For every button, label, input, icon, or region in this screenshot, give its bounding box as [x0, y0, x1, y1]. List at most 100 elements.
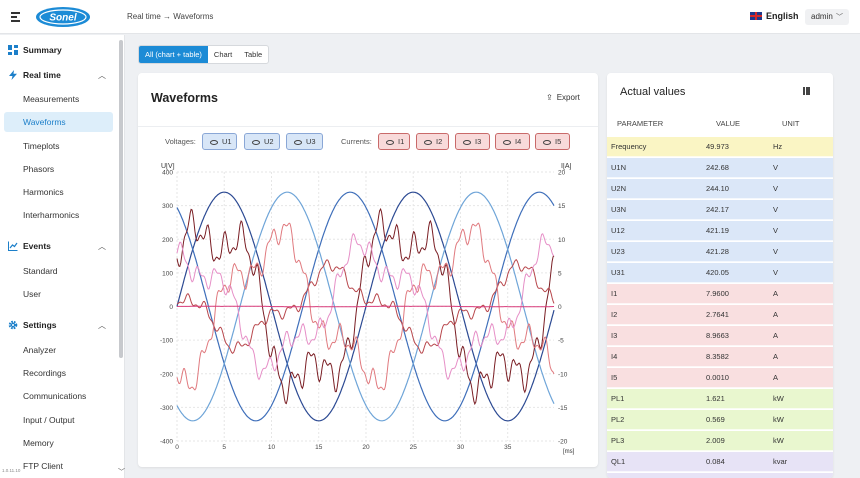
table-row: I1 7.9600 A — [607, 284, 833, 304]
sidebar-item-harmonics[interactable]: Harmonics — [23, 187, 64, 197]
chevron-up-icon[interactable]: ︿ — [98, 241, 106, 251]
cell-value: 7.9600 — [706, 289, 729, 298]
table-row: I5 0.0010 A — [607, 368, 833, 388]
cell-param: I4 — [611, 352, 618, 361]
table-row: I4 8.3582 A — [607, 347, 833, 367]
y-tick-label: 300 — [162, 203, 173, 210]
cell-unit: kW — [773, 436, 784, 445]
sidebar-item-waveforms[interactable]: Waveforms — [4, 112, 113, 132]
cell-unit: kW — [773, 394, 784, 403]
sidebar-item-user[interactable]: User — [23, 289, 41, 299]
chip-u1[interactable]: U1 — [202, 133, 237, 150]
eye-icon — [503, 139, 511, 145]
y2-tick-label: 10 — [558, 237, 566, 244]
export-button[interactable]: ⇪ Export — [546, 93, 580, 102]
view-all-button[interactable]: All (chart + table) — [139, 46, 208, 63]
y-tick-label: 200 — [162, 237, 173, 244]
top-bar: Sonel Real time → Waveforms English admi… — [0, 0, 860, 34]
cell-value: 49.973 — [706, 142, 729, 151]
waveforms-card: Waveforms ⇪ Export Voltages: U1 U2 U3 Cur… — [138, 73, 598, 467]
chevron-up-icon[interactable]: ︿ — [98, 320, 106, 330]
columns-icon[interactable] — [803, 87, 812, 95]
y-tick-label: 400 — [162, 170, 173, 177]
table-row: PL2 0.569 kW — [607, 410, 833, 430]
view-chart-button[interactable]: Chart — [213, 50, 233, 59]
cell-unit: V — [773, 184, 779, 193]
cell-value: 0.569 — [706, 415, 725, 424]
cell-param: I3 — [611, 331, 618, 340]
sidebar-item-ftp-client[interactable]: FTP Client — [23, 461, 63, 471]
chip-label: I4 — [515, 137, 522, 146]
chevron-up-icon[interactable]: ︿ — [98, 70, 106, 80]
scroll-down-icon[interactable]: ﹀ — [118, 469, 125, 476]
svg-text:Sonel: Sonel — [49, 13, 76, 24]
language-selector[interactable]: English — [750, 11, 799, 21]
sidebar-section-label: Settings — [23, 320, 57, 330]
chart-ticks: 4003002001000-100-200-300-40020151050-5-… — [160, 170, 568, 452]
header-value: VALUE — [716, 119, 741, 128]
cell-value: 2.009 — [706, 436, 725, 445]
sidebar-item-timeplots[interactable]: Timeplots — [23, 141, 60, 151]
sidebar-item-analyzer[interactable]: Analyzer — [23, 345, 57, 355]
cell-unit: V — [773, 268, 779, 277]
cell-value: 421.19 — [706, 226, 729, 235]
chip-u3[interactable]: U3 — [286, 133, 323, 150]
sidebar-item-communications[interactable]: Communications — [23, 391, 87, 401]
sidebar-scroll-thumb[interactable] — [119, 40, 123, 358]
x-axis-label: [ms] — [563, 449, 575, 455]
table-row: U3N 242.17 V — [607, 200, 833, 220]
table-row: U12 421.19 V — [607, 221, 833, 241]
sidebar-item-memory[interactable]: Memory — [23, 438, 54, 448]
cell-unit: A — [773, 352, 779, 361]
chip-i3[interactable]: I3 — [455, 133, 490, 150]
series-line — [176, 259, 555, 354]
sidebar-item-phasors[interactable]: Phasors — [23, 164, 55, 174]
y-tick-label: -100 — [160, 338, 173, 345]
eye-icon — [210, 139, 218, 145]
cell-param: U2N — [611, 184, 627, 193]
eye-icon — [463, 139, 471, 145]
cell-param: QL1 — [611, 457, 626, 466]
cell-value: 420.05 — [706, 268, 729, 277]
y2-tick-label: 0 — [558, 304, 562, 311]
user-menu[interactable]: admin ﹀ — [805, 9, 849, 25]
chip-i5[interactable]: I5 — [535, 133, 570, 150]
table-header: PARAMETER VALUE UNIT — [607, 113, 833, 135]
sidebar-section-events[interactable]: Events ︿ — [0, 235, 118, 257]
y2-tick-label: -20 — [558, 439, 568, 446]
y-tick-label: 100 — [162, 270, 173, 277]
x-tick-label: 0 — [175, 444, 179, 451]
cell-value: 0.084 — [706, 457, 725, 466]
table-row: U23 421.28 V — [607, 242, 833, 262]
sidebar-item-recordings[interactable]: Recordings — [23, 368, 66, 378]
menu-icon[interactable] — [11, 12, 20, 22]
x-tick-label: 30 — [457, 444, 465, 451]
waveform-chart[interactable]: 4003002001000-100-200-300-40020151050-5-… — [138, 163, 598, 463]
chip-u2[interactable]: U2 — [244, 133, 280, 150]
chip-i4[interactable]: I4 — [495, 133, 530, 150]
sidebar-item-interharmonics[interactable]: Interharmonics — [23, 210, 80, 220]
sidebar-section-summary[interactable]: Summary — [0, 39, 118, 61]
chart-line-icon — [8, 241, 18, 251]
cell-value: 242.17 — [706, 205, 729, 214]
sidebar-item-standard[interactable]: Standard — [23, 266, 58, 276]
sidebar-section-settings[interactable]: Settings ︿ — [0, 314, 118, 336]
sidebar-item-measurements[interactable]: Measurements — [23, 94, 80, 104]
sonel-logo[interactable]: Sonel — [34, 6, 92, 28]
chip-i1[interactable]: I1 — [378, 133, 410, 150]
chip-label: U2 — [264, 137, 274, 146]
y-tick-label: -300 — [160, 405, 173, 412]
chip-label: I3 — [475, 137, 482, 146]
cell-param: U1N — [611, 163, 627, 172]
sidebar-section-realtime[interactable]: Real time ︿ — [0, 64, 118, 86]
view-table-button[interactable]: Table — [244, 50, 263, 59]
cell-value: 244.10 — [706, 184, 729, 193]
sidebar-section-label: Events — [23, 241, 51, 251]
sidebar-item-input-output[interactable]: Input / Output — [23, 415, 75, 425]
chip-i2[interactable]: I2 — [416, 133, 449, 150]
cell-param: PL1 — [611, 394, 625, 403]
breadcrumb: Real time → Waveforms — [127, 12, 214, 21]
chip-label: I5 — [555, 137, 562, 146]
chart-series — [176, 191, 555, 422]
x-tick-label: 20 — [362, 444, 370, 451]
